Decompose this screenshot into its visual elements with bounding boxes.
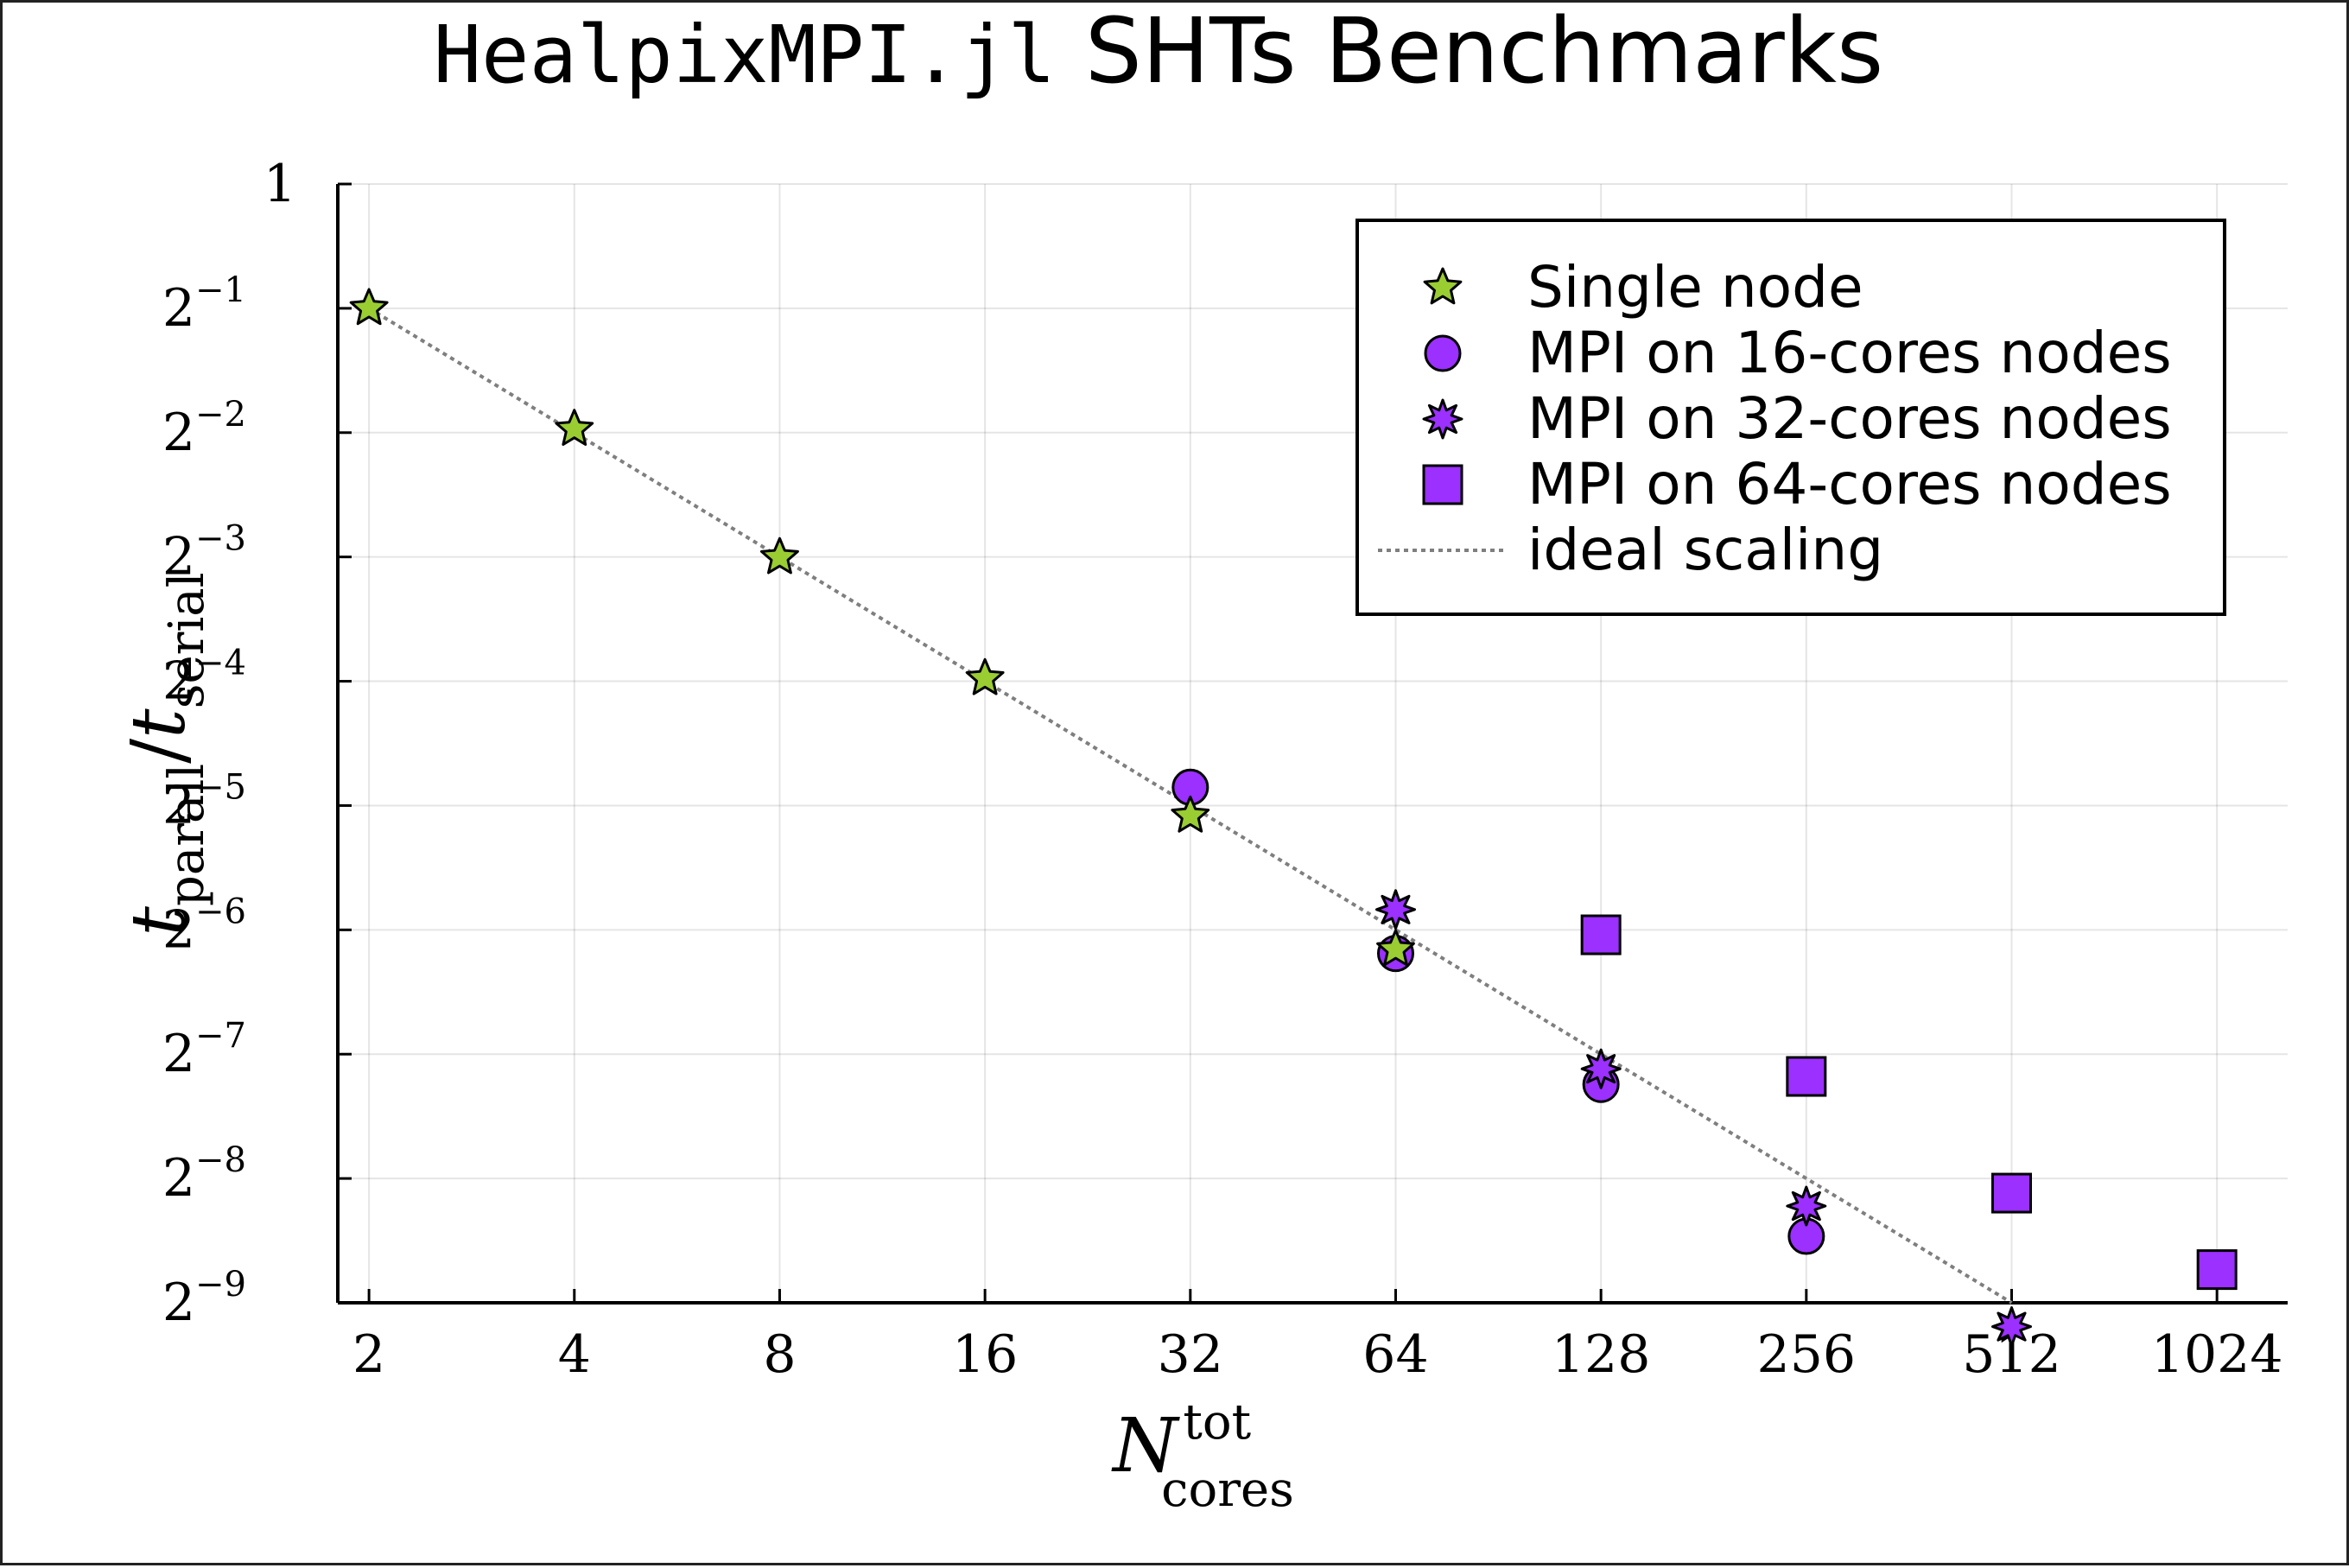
y-tick-label-base: 2 xyxy=(162,651,195,712)
data-point xyxy=(1580,1048,1622,1089)
y-tick-label-exp: −1 xyxy=(195,270,246,310)
data-point xyxy=(2196,1249,2238,1291)
y-tick-label-exp: −4 xyxy=(195,644,246,683)
y-tick-label-base: 2 xyxy=(162,899,195,960)
y-tick-label: 2−9 xyxy=(162,1265,246,1333)
plot-area xyxy=(349,288,2238,1348)
y-ticks: 12−12−22−32−42−52−62−72−82−9 xyxy=(162,154,352,1333)
y-tick-label-base: 2 xyxy=(162,1024,195,1084)
y-tick-label: 2−3 xyxy=(162,519,246,587)
x-tick-label: 128 xyxy=(1552,1324,1651,1385)
x-tick-label: 1024 xyxy=(2151,1324,2283,1385)
y-tick-label-exp: −7 xyxy=(195,1016,246,1056)
axes xyxy=(336,184,2288,1305)
data-point xyxy=(349,288,389,326)
y-tick-label-exp: −9 xyxy=(195,1265,246,1305)
legend-label: MPI on 64-cores nodes xyxy=(1527,451,2172,517)
legend-label: ideal scaling xyxy=(1527,517,1883,583)
x-tick-label: 256 xyxy=(1757,1324,1857,1385)
legend-marker xyxy=(1422,464,1463,505)
y-tick-label: 2−2 xyxy=(162,395,246,463)
data-point xyxy=(1171,795,1210,833)
data-point xyxy=(1991,1306,2032,1348)
y-tick-label-base: 2 xyxy=(162,403,195,463)
x-tick-label: 16 xyxy=(952,1324,1018,1385)
data-point xyxy=(1375,889,1416,930)
y-tick-label-base: 2 xyxy=(162,278,195,339)
y-axis-label-sub1: parall xyxy=(159,764,215,906)
y-tick-label: 1 xyxy=(263,154,296,214)
data-point xyxy=(965,657,1005,695)
y-tick-label: 2−8 xyxy=(162,1140,246,1209)
y-tick-label-exp: −3 xyxy=(195,519,246,559)
legend-label: MPI on 32-cores nodes xyxy=(1527,385,2172,452)
y-tick-label-exp: −5 xyxy=(195,767,246,807)
y-tick-label: 2−6 xyxy=(162,892,246,960)
legend-marker xyxy=(1423,267,1463,305)
y-tick-label-base: 2 xyxy=(162,527,195,587)
y-axis-label-sep: / xyxy=(116,739,202,764)
chart: HealpixMPI.jl SHTs Benchmarks 2 4 8 16 32 64 12… xyxy=(116,3,2288,1518)
x-axis-label-main: N xyxy=(1111,1403,1180,1489)
data-point xyxy=(1786,1185,1827,1227)
y-axis-label: tparall/tserial xyxy=(116,572,215,936)
x-tick-label: 4 xyxy=(558,1324,591,1385)
chart-title: HealpixMPI.jl SHTs Benchmarks xyxy=(434,3,1883,104)
x-tick-label: 32 xyxy=(1158,1324,1223,1385)
x-axis-label-sup: tot xyxy=(1183,1394,1251,1451)
data-point xyxy=(1990,1172,2032,1214)
y-tick-label-exp: −8 xyxy=(195,1140,246,1180)
data-point xyxy=(1786,1056,1827,1097)
data-point xyxy=(760,536,799,575)
chart-title-text: SHTs Benchmarks xyxy=(1085,3,1883,104)
y-axis-label-main2: t xyxy=(116,708,202,739)
x-tick-label: 64 xyxy=(1362,1324,1428,1385)
x-tick-label: 2 xyxy=(352,1324,385,1385)
y-tick-label-base: 2 xyxy=(162,1273,195,1333)
legend-label: Single node xyxy=(1527,254,1863,321)
data-point xyxy=(555,409,594,446)
y-tick-label: 2−7 xyxy=(162,1016,246,1084)
y-tick-label-base: 2 xyxy=(162,1148,195,1209)
y-tick-label-base: 1 xyxy=(263,154,296,214)
data-point xyxy=(1376,929,1415,967)
y-tick-label-exp: −2 xyxy=(195,395,246,435)
data-point xyxy=(1580,914,1622,955)
chart-title-code: HealpixMPI.jl xyxy=(434,9,1056,101)
y-axis-label-sub2: serial xyxy=(159,572,215,708)
legend-marker xyxy=(1424,334,1462,372)
y-tick-label-base: 2 xyxy=(162,775,195,835)
y-tick-label-exp: −6 xyxy=(195,892,246,931)
y-tick-label: 2−5 xyxy=(162,767,246,835)
x-tick-label: 8 xyxy=(763,1324,796,1385)
x-axis-label-sub: cores xyxy=(1161,1462,1294,1518)
y-tick-label: 2−4 xyxy=(162,644,246,712)
legend-marker xyxy=(1422,398,1463,440)
y-tick-label: 2−1 xyxy=(162,270,246,339)
y-axis-label-main: t xyxy=(116,906,202,936)
legend-label: MPI on 16-cores nodes xyxy=(1527,320,2172,386)
